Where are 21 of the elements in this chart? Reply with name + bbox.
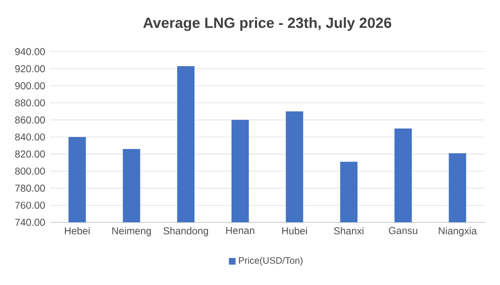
y-tick-label: 860.00: [15, 116, 45, 124]
y-tick-label: 800.00: [15, 168, 45, 175]
x-tick-label: Neimeng: [112, 227, 151, 236]
y-tick-label: 740.00: [15, 218, 45, 226]
x-tick-label: Niangxia: [438, 227, 477, 236]
y-tick-label: 780.00: [15, 184, 45, 192]
y-tick-label: 820.00: [15, 150, 45, 158]
y-tick-label: 940.00: [15, 48, 45, 56]
x-tick-label: Shanxi: [334, 227, 364, 234]
y-tick-label: 840.00: [15, 133, 45, 141]
x-tick-label: Gansu: [388, 227, 418, 234]
x-tick-label: Shandong: [163, 227, 208, 236]
legend-label: Price(USD/Ton): [239, 256, 302, 266]
y-tick-label: 900.00: [15, 82, 45, 90]
chart-title: Average LNG price - 23th, July 2026: [143, 17, 392, 31]
y-tick-label: 760.00: [15, 202, 45, 209]
x-tick-label: Hebei: [64, 227, 90, 234]
x-tick-label: Henan: [226, 227, 254, 234]
y-tick-label: 920.00: [15, 65, 45, 72]
x-tick-label: Hubei: [282, 227, 307, 234]
y-tick-label: 880.00: [15, 99, 45, 106]
